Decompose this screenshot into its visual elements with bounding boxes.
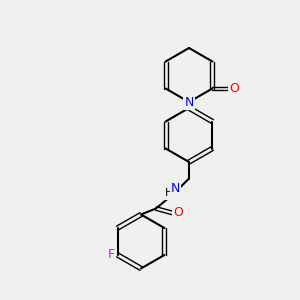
Text: F: F [108,248,115,262]
Text: O: O [229,82,239,95]
Text: O: O [173,206,183,220]
Text: H: H [165,188,174,199]
Text: N: N [184,95,194,109]
Text: N: N [171,182,180,196]
